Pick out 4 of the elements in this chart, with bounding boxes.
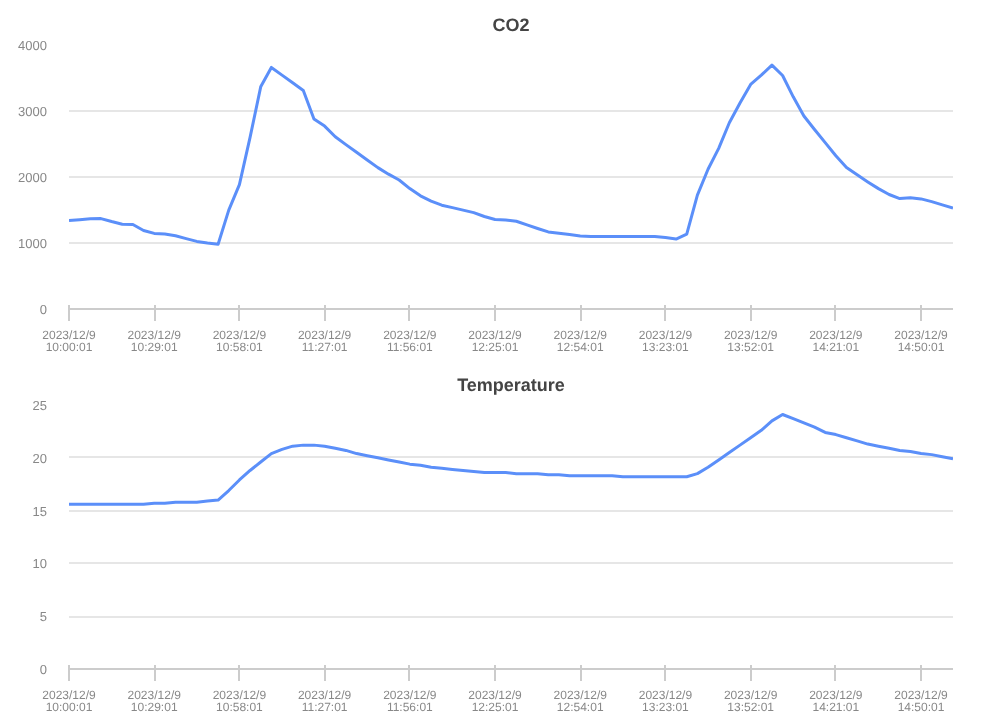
chart-title: CO2 xyxy=(492,15,530,35)
line-series xyxy=(69,63,953,246)
chart-title: Temperature xyxy=(457,375,565,395)
line-series xyxy=(69,413,953,506)
